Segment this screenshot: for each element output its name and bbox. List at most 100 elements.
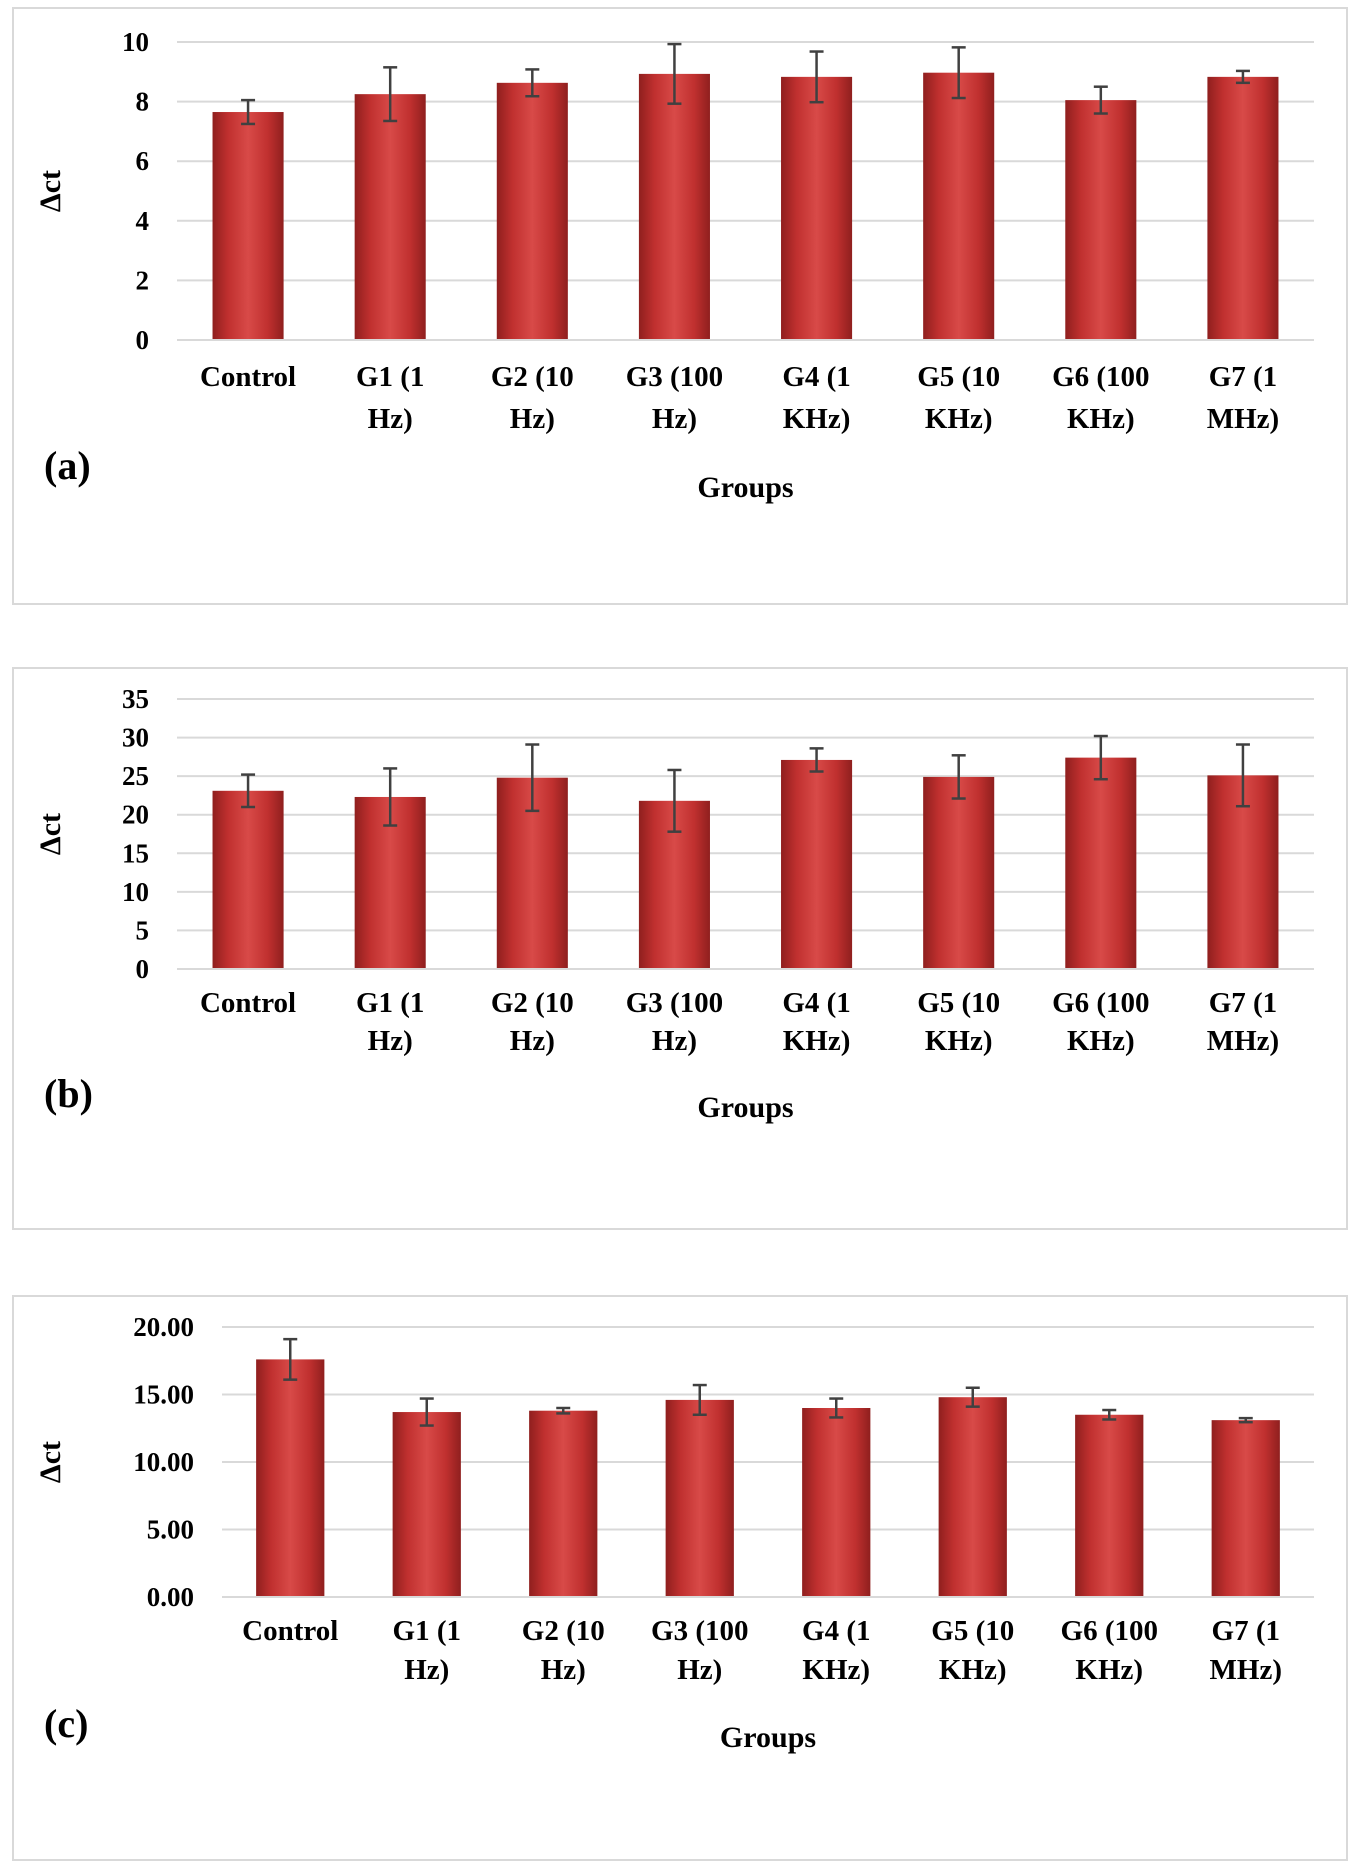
y-tick-label: 5 <box>136 915 150 945</box>
chart-panel-b: 0 5 10 15 20 25 30 35 Control G1 (1 Hz) G2 (10 Hz) G3… <box>12 667 1348 1230</box>
x-tick-label: MHz) <box>1210 1654 1282 1686</box>
x-tick-label: G7 (1 <box>1209 987 1277 1019</box>
chart-c: 0.00 5.00 10.00 15.00 20.00 Control G1 (1 Hz) G2… <box>34 1312 1314 1754</box>
x-tick-label: Hz) <box>368 403 413 435</box>
x-tick-label: KHz) <box>925 403 993 435</box>
bar <box>923 776 995 969</box>
panel-label: (c) <box>44 1701 88 1746</box>
x-tick-label: G2 (10 <box>491 361 574 393</box>
x-tick-label: KHz) <box>783 1025 851 1057</box>
x-tick-label: Control <box>242 1615 338 1647</box>
x-tick-label: KHz) <box>1067 1025 1135 1057</box>
y-tick-label: 10.00 <box>133 1447 194 1477</box>
y-tick-label: 20 <box>122 800 149 830</box>
x-tick-label: KHz) <box>802 1654 870 1686</box>
x-tick-label: Hz) <box>677 1654 722 1686</box>
x-tick-label: G7 (1 <box>1209 361 1277 393</box>
x-tick-label: Control <box>200 987 296 1019</box>
chart-panel-c: 0.00 5.00 10.00 15.00 20.00 Control G1 (1 Hz) G2… <box>12 1295 1348 1861</box>
bar <box>781 76 853 340</box>
x-tick-label: Hz) <box>652 403 697 435</box>
bar <box>529 1410 598 1597</box>
x-tick-label: G6 (100 <box>1052 361 1149 393</box>
y-axis-title: Δct <box>34 813 67 855</box>
x-tick-label: G1 (1 <box>356 361 424 393</box>
bar <box>1207 775 1279 969</box>
x-tick-label: G5 (10 <box>931 1615 1014 1647</box>
y-tick-label: 2 <box>136 265 150 295</box>
bar <box>665 1399 734 1597</box>
x-tick-label: Hz) <box>510 403 555 435</box>
x-tick-label: Hz) <box>510 1025 555 1057</box>
x-tick-label: Hz) <box>368 1025 413 1057</box>
y-tick-label: 20.00 <box>133 1312 194 1342</box>
x-tick-label: G5 (10 <box>917 361 1000 393</box>
x-tick-label: MHz) <box>1207 1025 1279 1057</box>
bar <box>496 82 568 341</box>
y-tick-label: 30 <box>122 723 149 753</box>
x-tick-label: KHz) <box>783 403 851 435</box>
y-tick-label: 0.00 <box>147 1582 194 1612</box>
bar <box>1065 100 1137 340</box>
bar <box>354 94 426 341</box>
x-tick-label: Hz) <box>541 1654 586 1686</box>
bar <box>1207 76 1279 340</box>
y-tick-label: 25 <box>122 761 149 791</box>
chart-b: 0 5 10 15 20 25 30 35 Control G1 (1 Hz) G2 (10 Hz) G3… <box>34 684 1314 1124</box>
y-axis-title: Δct <box>34 170 67 212</box>
x-tick-label: G2 (10 <box>522 1615 605 1647</box>
panel-label: (a) <box>44 443 91 488</box>
y-tick-label: 0 <box>136 954 150 984</box>
x-tick-label: G4 (1 <box>782 361 850 393</box>
bar <box>1065 757 1137 969</box>
x-tick-label: Control <box>200 361 296 393</box>
x-tick-label: G5 (10 <box>917 987 1000 1019</box>
x-tick-label: Hz) <box>652 1025 697 1057</box>
bar <box>938 1397 1007 1597</box>
bar <box>212 112 284 340</box>
x-tick-label: G6 (100 <box>1052 987 1149 1019</box>
x-tick-label: G4 (1 <box>782 987 850 1019</box>
x-axis-title: Groups <box>697 1091 793 1124</box>
x-tick-label: Hz) <box>404 1654 449 1686</box>
bar <box>923 72 995 340</box>
bar <box>1211 1420 1280 1597</box>
y-tick-label: 5.00 <box>147 1515 194 1545</box>
y-tick-label: 15.00 <box>133 1380 194 1410</box>
chart-panel-a: 0 2 4 6 8 10 Control G1 (1 Hz) G2 (10 Hz) G3 (100 Hz… <box>12 7 1348 605</box>
y-tick-label: 10 <box>122 877 149 907</box>
bar <box>802 1408 871 1597</box>
x-tick-label: G1 (1 <box>356 987 424 1019</box>
bar <box>256 1359 325 1597</box>
x-tick-label: G3 (100 <box>651 1615 748 1647</box>
y-tick-label: 4 <box>136 206 150 236</box>
bar <box>392 1412 461 1597</box>
x-tick-label: G3 (100 <box>626 361 723 393</box>
x-tick-label: G2 (10 <box>491 987 574 1019</box>
y-tick-label: 6 <box>136 146 150 176</box>
x-tick-label: G4 (1 <box>802 1615 870 1647</box>
x-tick-label: G1 (1 <box>393 1615 461 1647</box>
x-tick-label: G6 (100 <box>1061 1615 1158 1647</box>
y-tick-label: 0 <box>136 325 150 355</box>
bar <box>638 73 710 341</box>
x-tick-label: KHz) <box>1067 403 1135 435</box>
y-tick-label: 10 <box>122 27 149 57</box>
y-tick-label: 15 <box>122 838 149 868</box>
y-tick-label: 8 <box>136 87 150 117</box>
x-tick-label: G3 (100 <box>626 987 723 1019</box>
x-tick-label: KHz) <box>925 1025 993 1057</box>
chart-a: 0 2 4 6 8 10 Control G1 (1 Hz) G2 (10 Hz) G3 (100 Hz… <box>34 27 1314 504</box>
x-tick-label: KHz) <box>939 1654 1007 1686</box>
panel-label: (b) <box>44 1071 93 1116</box>
x-axis-title: Groups <box>720 1721 816 1754</box>
bar <box>1075 1414 1144 1597</box>
x-tick-label: MHz) <box>1207 403 1279 435</box>
x-tick-label: G7 (1 <box>1212 1615 1280 1647</box>
bar <box>781 759 853 969</box>
x-tick-label: KHz) <box>1075 1654 1143 1686</box>
y-tick-label: 35 <box>122 684 149 714</box>
bar <box>212 790 284 969</box>
x-axis-title: Groups <box>697 471 793 504</box>
y-axis-title: Δct <box>34 1441 67 1483</box>
